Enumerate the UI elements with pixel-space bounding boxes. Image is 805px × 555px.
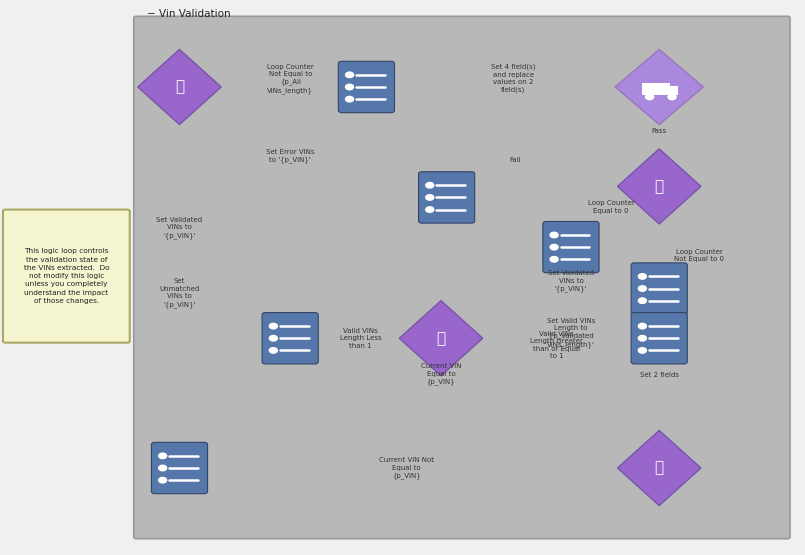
Text: Loop Counter
Equal to 0: Loop Counter Equal to 0	[588, 200, 634, 214]
Text: Fail: Fail	[509, 158, 521, 163]
Circle shape	[550, 232, 558, 238]
Circle shape	[426, 183, 434, 188]
FancyBboxPatch shape	[419, 171, 475, 223]
Polygon shape	[399, 301, 483, 376]
Circle shape	[638, 298, 646, 304]
Text: Loop Counter
Not Equal to
{p_All
VINs_length}: Loop Counter Not Equal to {p_All VINs_le…	[266, 64, 314, 94]
Circle shape	[426, 207, 434, 213]
Text: Current VIN
Equal to
{p_VIN}: Current VIN Equal to {p_VIN}	[421, 364, 461, 385]
Circle shape	[638, 347, 646, 353]
Circle shape	[426, 195, 434, 200]
Text: − Vin Validation: − Vin Validation	[147, 8, 231, 18]
FancyBboxPatch shape	[669, 86, 679, 95]
Circle shape	[638, 335, 646, 341]
Circle shape	[270, 324, 278, 329]
Circle shape	[345, 84, 353, 90]
Circle shape	[345, 72, 353, 78]
Text: Set Validated
VINs to
'{p_VIN}': Set Validated VINs to '{p_VIN}'	[156, 217, 203, 239]
Text: Set
Unmatched
VINs to
'{p_VIN}': Set Unmatched VINs to '{p_VIN}'	[159, 279, 200, 307]
Text: Valid VINs
Length Greater
than or Equal
to 1: Valid VINs Length Greater than or Equal …	[530, 331, 583, 359]
Text: Current VIN Not
Equal to
{p_VIN}: Current VIN Not Equal to {p_VIN}	[379, 457, 434, 479]
Circle shape	[638, 324, 646, 329]
Circle shape	[550, 244, 558, 250]
Text: This logic loop controls
the validation state of
the VINs extracted.  Do
not mod: This logic loop controls the validation …	[23, 249, 109, 304]
Polygon shape	[615, 49, 704, 124]
Text: ⑂: ⑂	[436, 331, 446, 346]
Text: Loop Counter
Not Equal to 0: Loop Counter Not Equal to 0	[675, 249, 724, 262]
Circle shape	[159, 453, 167, 458]
Circle shape	[159, 465, 167, 471]
Text: ⑂: ⑂	[654, 179, 664, 194]
Polygon shape	[138, 49, 221, 124]
FancyBboxPatch shape	[3, 210, 130, 342]
Text: Set 4 field(s)
and replace
values on 2
field(s): Set 4 field(s) and replace values on 2 f…	[491, 64, 535, 93]
Text: Set 2 fields: Set 2 fields	[640, 372, 679, 379]
Circle shape	[270, 335, 278, 341]
Circle shape	[159, 477, 167, 483]
Circle shape	[550, 256, 558, 262]
Text: Set Validated
VINs to
'{p_VIN}': Set Validated VINs to '{p_VIN}'	[548, 270, 594, 292]
Text: ⑂: ⑂	[175, 79, 184, 94]
Circle shape	[668, 94, 676, 100]
Text: Valid VINs
Length Less
than 1: Valid VINs Length Less than 1	[340, 328, 382, 349]
Circle shape	[638, 286, 646, 291]
FancyBboxPatch shape	[151, 442, 208, 494]
Circle shape	[646, 94, 654, 100]
Circle shape	[638, 274, 646, 279]
Polygon shape	[617, 431, 701, 506]
FancyBboxPatch shape	[631, 263, 687, 314]
FancyBboxPatch shape	[338, 61, 394, 113]
Text: Set Valid VINs
Length to
'{p_Validated
VINs_length}': Set Valid VINs Length to '{p_Validated V…	[547, 317, 595, 348]
FancyBboxPatch shape	[631, 312, 687, 364]
Text: Pass: Pass	[651, 128, 667, 134]
Circle shape	[270, 347, 278, 353]
Polygon shape	[617, 149, 701, 224]
Text: Set Error VINs
to '{p_VIN}': Set Error VINs to '{p_VIN}'	[266, 149, 315, 163]
Circle shape	[345, 97, 353, 102]
FancyBboxPatch shape	[543, 221, 599, 273]
Text: ⑂: ⑂	[654, 461, 664, 476]
FancyBboxPatch shape	[642, 83, 670, 95]
FancyBboxPatch shape	[134, 16, 790, 539]
FancyBboxPatch shape	[262, 312, 318, 364]
